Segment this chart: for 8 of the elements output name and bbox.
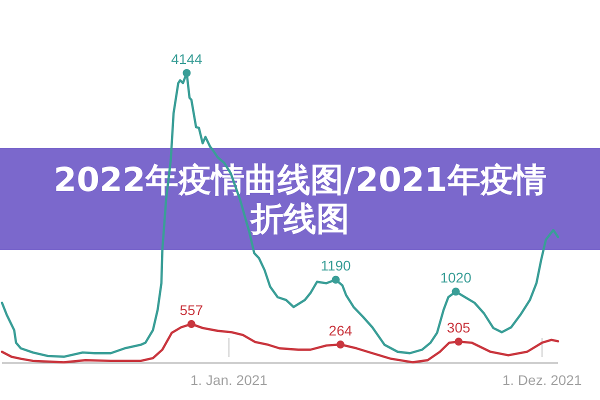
x-tick-label: 1. Jan. 2021 bbox=[190, 372, 268, 388]
value-label: 264 bbox=[328, 322, 352, 339]
x-tick-label: 1. Dez. 2021 bbox=[502, 372, 582, 388]
value-label: 557 bbox=[180, 302, 204, 318]
value-label: 1190 bbox=[320, 258, 351, 274]
value-label: 305 bbox=[446, 320, 470, 336]
value-label: 4144 bbox=[171, 51, 202, 67]
value-label: 1020 bbox=[440, 270, 472, 286]
